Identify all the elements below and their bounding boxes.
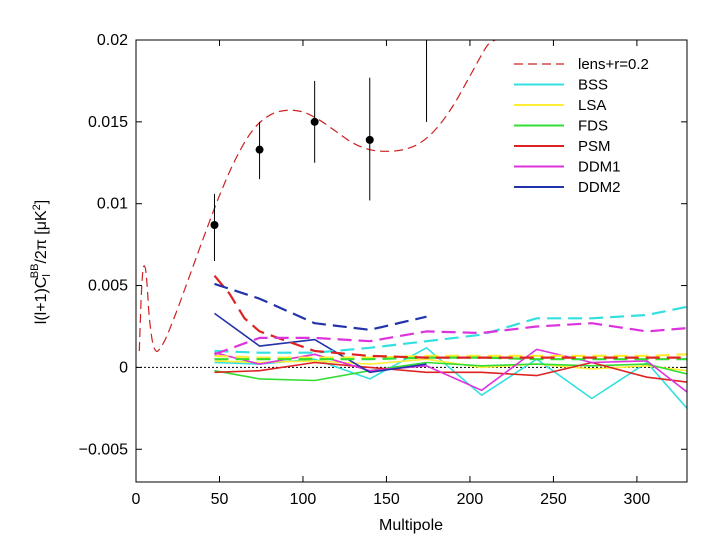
data-point — [310, 117, 319, 126]
y-tick-label: 0.02 — [97, 32, 128, 49]
series-layer — [213, 274, 687, 409]
series-line-psm — [214, 361, 687, 383]
legend-label-ddm2: DDM2 — [578, 179, 621, 196]
legend-label-lens-r-0-2: lens+r=0.2 — [578, 56, 649, 73]
x-tick-label: 200 — [457, 491, 484, 508]
y-tick-label: 0.015 — [88, 114, 128, 131]
data-point — [365, 135, 374, 144]
series-line-fds — [214, 361, 687, 382]
legend-label-bss: BSS — [578, 77, 608, 94]
x-tick-label: 150 — [373, 491, 400, 508]
series-line-ddm2 — [214, 312, 427, 374]
y-axis-title-sup: BB — [29, 264, 41, 279]
y-tick-label: 0 — [119, 359, 128, 376]
data-point — [255, 145, 264, 154]
series-line-ddm1-dashed — [214, 322, 687, 356]
tick-labels-layer: 0 50 100 150 200 250 300 −0.005 0 0.005 0.01 0.015 0… — [79, 32, 651, 508]
series-line-lsa — [214, 358, 687, 372]
series-line-fds-dashed — [214, 356, 687, 361]
series-line-ddm2-dashed — [214, 282, 427, 331]
y-axis-title-mid: /2π [μK — [33, 210, 50, 263]
data-points-layer — [210, 40, 428, 261]
y-tick-label: −0.005 — [79, 441, 128, 458]
theory-layer — [138, 40, 496, 353]
y-tick-label: 0.005 — [88, 278, 128, 295]
legend-label-lsa: LSA — [578, 97, 606, 114]
legend-label-psm: PSM — [578, 138, 611, 155]
series-line-lsa-dashed — [214, 353, 687, 359]
legend: lens+r=0.2 BSS LSA FDS PSM DDM1 DDM2 — [514, 56, 649, 196]
x-tick-label: 250 — [540, 491, 567, 508]
plot-area — [136, 40, 687, 482]
series-line-psm-dashed — [213, 274, 687, 359]
legend-label-ddm1: DDM1 — [578, 159, 621, 176]
ticks-layer — [135, 39, 687, 482]
plot-frame — [135, 39, 688, 483]
x-tick-label: 0 — [132, 491, 141, 508]
theory-curve-lens-r-0-2 — [138, 40, 496, 353]
y-tick-label: 0.01 — [97, 196, 128, 213]
legend-label-fds: FDS — [578, 118, 608, 135]
y-axis-title: l(l+1)ClBB/2π [μK2] — [29, 200, 53, 324]
x-tick-label: 100 — [290, 491, 317, 508]
x-tick-label: 300 — [624, 491, 651, 508]
x-tick-label: 50 — [211, 491, 229, 508]
series-line-bss-dashed — [214, 305, 687, 354]
data-point — [210, 220, 219, 229]
y-axis-title-sub: l — [41, 274, 53, 276]
y-axis-title-base: l(l+1)C — [33, 277, 50, 325]
y-axis-title-sup2: 2 — [31, 204, 43, 210]
x-axis-title: Multipole — [379, 517, 443, 534]
y-axis-title-end: ] — [33, 200, 50, 204]
